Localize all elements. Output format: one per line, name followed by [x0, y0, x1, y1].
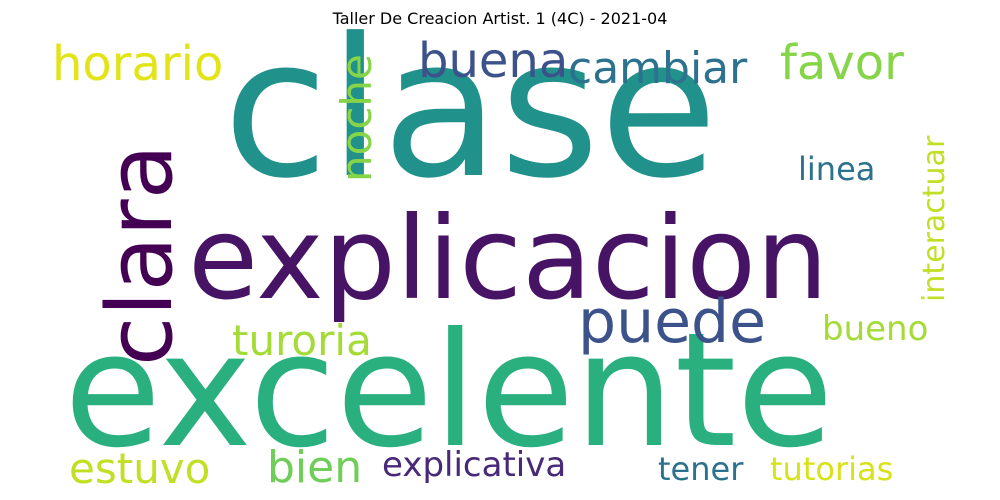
word-favor: favor — [780, 35, 904, 91]
word-excelente: excelente — [64, 299, 834, 483]
word-clase: clase — [223, 0, 718, 221]
chart-title: Taller De Creacion Artist. 1 (4C) - 2021… — [332, 9, 668, 28]
word-cloud: clase explicacion excelente clara horari… — [40, 14, 960, 493]
word-horario: horario — [52, 36, 224, 92]
word-interactuar: interactuar — [917, 135, 952, 302]
word-tener: tener — [658, 450, 744, 488]
word-explicativa: explicativa — [382, 445, 567, 485]
word-cambiar: cambiar — [568, 43, 748, 94]
word-turoria: turoria — [232, 316, 372, 365]
word-linea: linea — [798, 150, 876, 188]
word-bueno: bueno — [822, 309, 929, 349]
word-estuvo: estuvo — [69, 444, 211, 493]
word-noche: noche — [332, 54, 381, 182]
word-explicacion: explicacion — [188, 192, 829, 325]
word-clara: clara — [88, 144, 193, 366]
word-puede: puede — [578, 287, 767, 357]
word-buena: buena — [418, 33, 569, 89]
word-tutorias: tutorias — [770, 450, 894, 488]
word-bien: bien — [267, 442, 363, 493]
